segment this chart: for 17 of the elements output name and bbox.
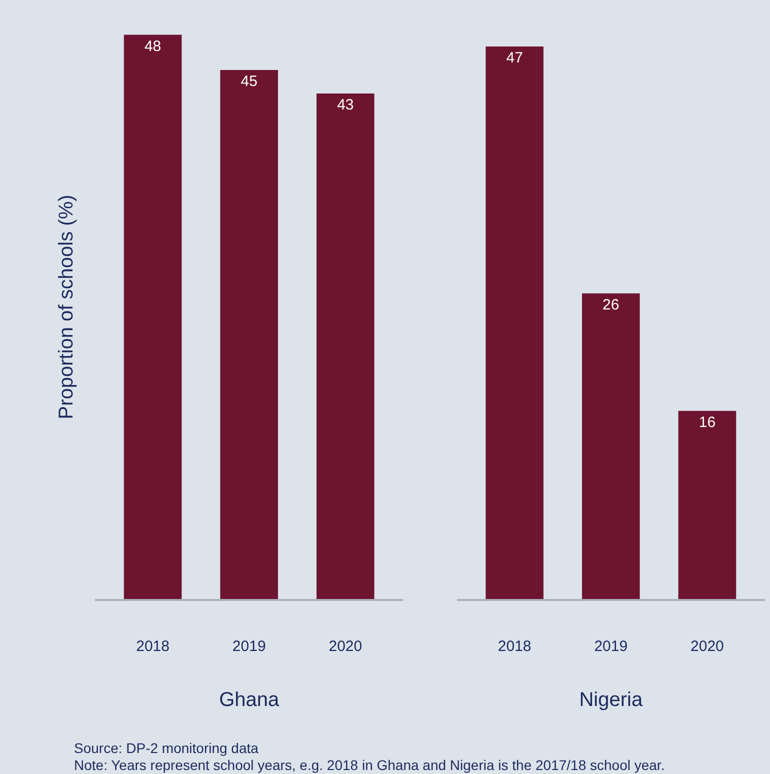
data-label: 48 xyxy=(144,38,162,55)
text: Note: Years represent school years, e.g. 2018 in Ghana and Nigeria is the 2017/18 school year. xyxy=(74,757,665,773)
x-tick-label: 2020 xyxy=(690,638,724,655)
x-axis-title: Nigeria xyxy=(579,688,644,711)
x-tick-label: 2018 xyxy=(136,638,170,655)
x-axis-title: Ghana xyxy=(219,688,280,711)
x-tick-label: 2018 xyxy=(498,638,532,655)
x-tick-label: 2019 xyxy=(594,638,628,655)
data-label: 45 xyxy=(240,73,258,90)
data-label: 43 xyxy=(337,96,354,114)
data-label: 16 xyxy=(698,414,716,431)
data-label: 47 xyxy=(506,50,523,66)
x-tick-label: 2019 xyxy=(232,638,266,655)
data-label: 26 xyxy=(602,296,620,314)
source-note: Source: DP-2 monitoring data xyxy=(74,740,259,756)
y-axis-title: Proportion of schools (%) xyxy=(56,194,78,420)
x-tick-label: 2020 xyxy=(328,638,362,655)
